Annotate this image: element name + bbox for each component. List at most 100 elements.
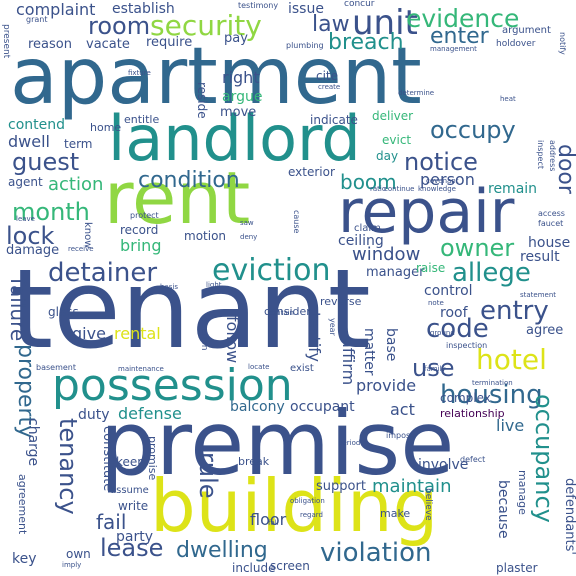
word-cause: cause xyxy=(292,210,301,234)
word-balcony: balcony xyxy=(230,399,285,415)
word-create: create xyxy=(318,83,341,91)
word-relationship: relationship xyxy=(440,407,505,420)
word-management: management xyxy=(430,45,477,53)
word-affirm: affirm xyxy=(339,338,358,386)
word-code: code xyxy=(426,314,489,344)
word-ground: ground xyxy=(430,329,455,337)
word-exist: exist xyxy=(290,363,314,374)
word-rental: rental xyxy=(114,324,161,343)
word-termination: termination xyxy=(472,379,513,387)
word-involve: involve xyxy=(418,457,469,473)
word-continue: continue xyxy=(384,185,415,193)
word-give: give xyxy=(72,324,106,343)
word-reason: reason xyxy=(28,37,72,52)
word-regard: regard xyxy=(300,511,323,519)
word-leave: leave xyxy=(16,215,35,223)
word-condition: condition xyxy=(138,168,240,193)
word-light: light xyxy=(206,281,222,289)
word-period: period xyxy=(338,439,361,447)
word-premise: premise xyxy=(100,392,455,495)
word-breach: breach xyxy=(328,30,404,55)
word-saw: saw xyxy=(240,219,254,227)
word-right: right xyxy=(222,68,260,87)
word-occupant: occupant xyxy=(290,399,355,415)
word-landlord: landlord xyxy=(108,102,361,175)
word-determine: determine xyxy=(398,89,435,97)
word-heat: heat xyxy=(500,95,516,103)
word-rule: rule xyxy=(194,452,222,499)
word-owner: owner xyxy=(440,234,515,262)
word-enter: enter xyxy=(430,24,489,49)
word-lease: lease xyxy=(100,534,164,562)
word-because: because xyxy=(495,480,511,539)
word-remain: remain xyxy=(488,181,538,197)
word-key: key xyxy=(12,551,37,567)
word-occupy: occupy xyxy=(430,116,516,144)
word-reside: reside xyxy=(195,82,209,119)
word-own: own xyxy=(66,547,91,561)
word-receive: receive xyxy=(68,245,94,253)
word-note: note xyxy=(428,299,444,307)
word-house: house xyxy=(528,235,571,251)
word-consider: consider xyxy=(264,305,311,318)
word-lock: lock xyxy=(6,222,55,250)
word-window: window xyxy=(352,244,421,265)
word-follow: follow xyxy=(223,316,242,364)
word-maintain: maintain xyxy=(372,476,452,497)
word-live: live xyxy=(496,416,525,435)
word-agreement: agreement xyxy=(16,474,29,535)
word-promise: promise xyxy=(146,436,159,481)
word-vacate: vacate xyxy=(86,37,130,52)
word-address: address xyxy=(548,140,557,172)
word-assume: assume xyxy=(110,485,149,496)
word-deny: deny xyxy=(240,233,258,241)
word-repair: repair xyxy=(338,177,515,247)
word-occupancy: occupancy xyxy=(530,394,558,523)
word-break: break xyxy=(238,455,270,468)
word-door: door xyxy=(553,144,576,194)
word-manage: manage xyxy=(516,470,529,515)
word-failure: failure xyxy=(6,278,30,342)
word-faucet: faucet xyxy=(538,219,564,228)
word-testimony: testimony xyxy=(238,1,279,10)
word-move: move xyxy=(220,105,257,120)
word-room: room xyxy=(88,12,151,40)
word-home: home xyxy=(90,121,122,134)
word-record: record xyxy=(120,223,159,237)
word-law: law xyxy=(312,12,350,37)
word-support: support xyxy=(316,479,366,494)
word-evict: evict xyxy=(382,133,412,147)
word-issue: issue xyxy=(288,1,324,17)
word-complaint: complaint xyxy=(16,0,96,19)
word-complex: complex xyxy=(440,391,491,405)
word-imply: imply xyxy=(62,561,82,569)
word-section: section xyxy=(199,318,209,351)
word-testify: testify xyxy=(305,312,324,362)
word-know: know xyxy=(82,222,93,249)
word-day: day xyxy=(376,149,399,163)
word-keep: keep xyxy=(116,455,145,469)
word-plumbing: plumbing xyxy=(286,41,324,50)
word-protect: protect xyxy=(130,211,159,220)
word-apartment: apartment xyxy=(10,32,422,122)
word-notify: notify xyxy=(558,32,567,55)
word-damage: damage xyxy=(6,243,60,258)
word-tenant: tenant xyxy=(10,245,371,373)
word-argue: argue xyxy=(222,89,263,105)
word-maintenance: maintenance xyxy=(118,365,164,373)
word-violation: violation xyxy=(320,538,432,568)
word-defendants: defendants' xyxy=(562,478,576,555)
word-party: party xyxy=(116,529,153,545)
word-boom: boom xyxy=(340,170,397,194)
word-term: term xyxy=(64,137,93,151)
word-glass: glass xyxy=(48,305,79,319)
word-indicate: indicate xyxy=(310,113,358,127)
word-year: year xyxy=(328,318,337,336)
word-unit: unit xyxy=(352,3,418,43)
word-notice: notice xyxy=(404,148,478,176)
word-manager: manager xyxy=(366,265,425,280)
word-fixture: fixture xyxy=(128,69,151,77)
word-constitute: constitute xyxy=(100,426,115,492)
word-concur: concur xyxy=(344,0,375,9)
word-month: month xyxy=(12,198,90,226)
